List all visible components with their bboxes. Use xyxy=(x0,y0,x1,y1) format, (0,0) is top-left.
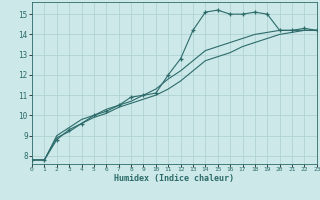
X-axis label: Humidex (Indice chaleur): Humidex (Indice chaleur) xyxy=(115,174,234,183)
